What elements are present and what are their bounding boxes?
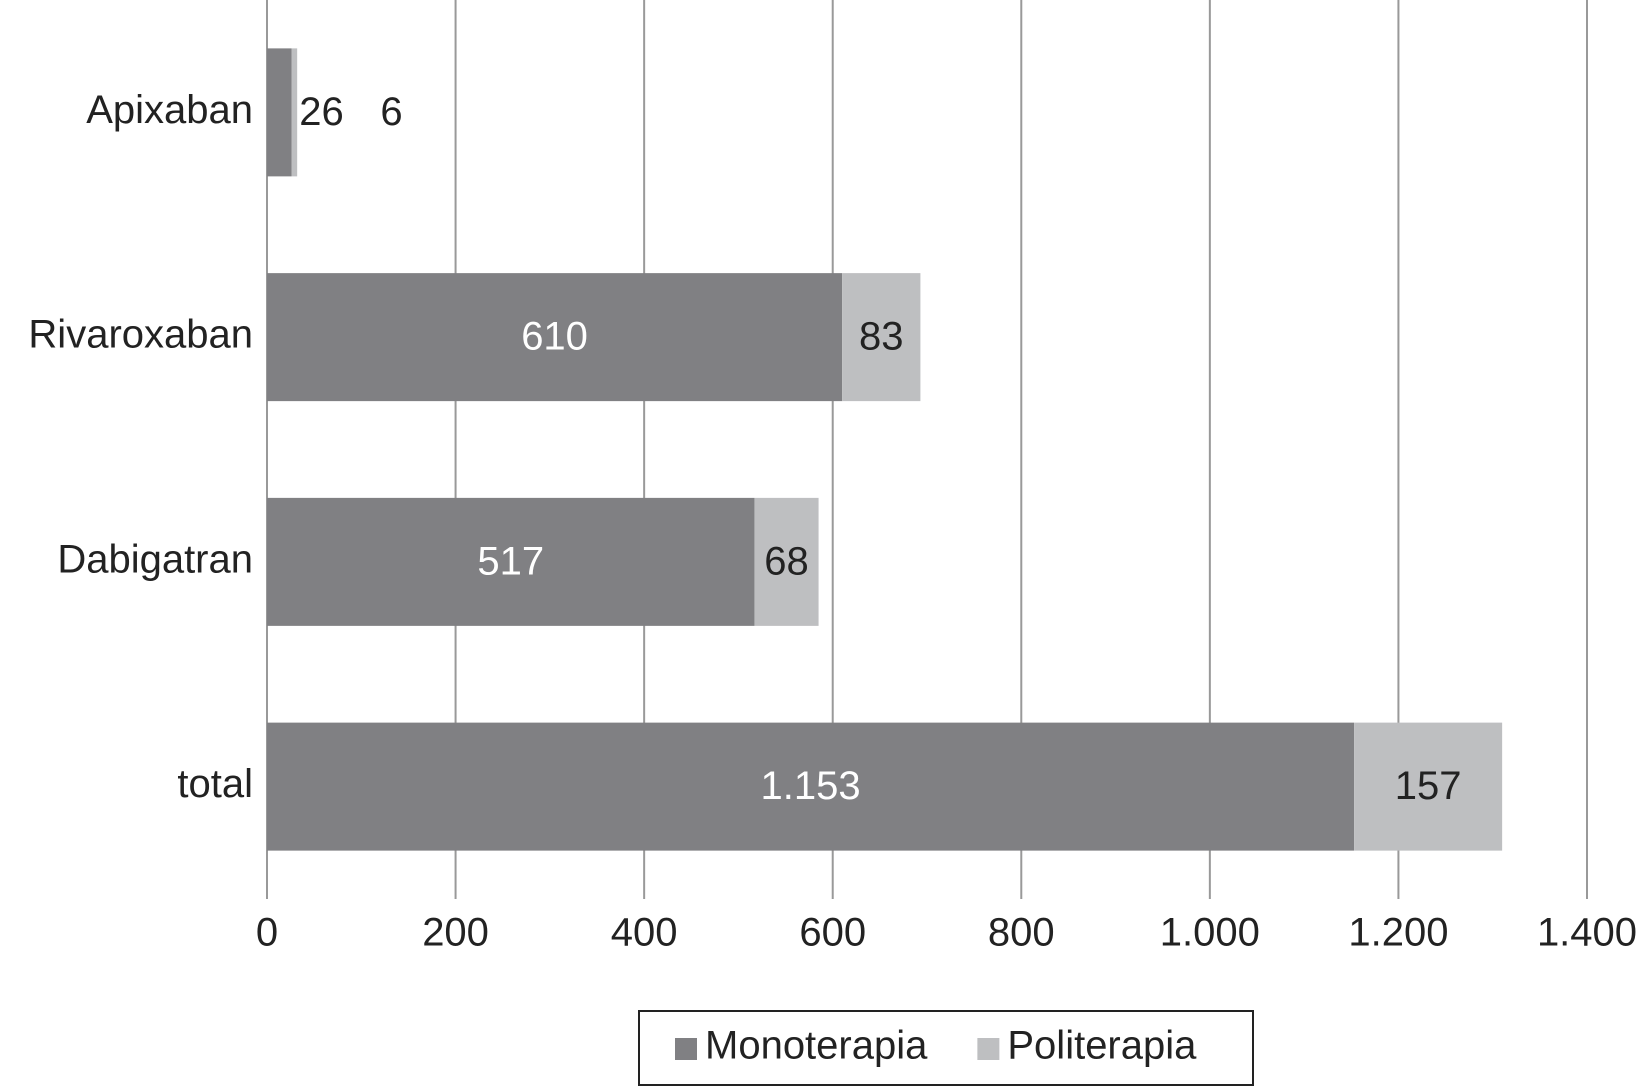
legend-box: [638, 1010, 1254, 1086]
bar-segment: [754, 497, 819, 626]
bar-segment: [267, 48, 292, 177]
bar-segment: [267, 273, 843, 402]
x-tick-label: 600: [799, 911, 866, 955]
bar-segment: [291, 48, 298, 177]
value-label: 68: [764, 539, 809, 583]
x-tick-label: 800: [988, 911, 1055, 955]
y-tick-label: Rivaroxaban: [28, 313, 253, 357]
bar-segment: [842, 273, 921, 402]
x-tick-label: 200: [422, 911, 489, 955]
value-label: 517: [477, 539, 544, 583]
value-label: 83: [859, 315, 904, 359]
y-tick-label: total: [177, 762, 253, 806]
x-tick-label: 1.200: [1348, 911, 1448, 955]
value-label: 157: [1395, 764, 1462, 808]
x-tick-label: 1.400: [1537, 911, 1637, 955]
legend-swatch: [675, 1038, 697, 1060]
legend-swatch: [977, 1038, 1000, 1060]
bar-segment: [267, 497, 755, 626]
value-label: 1.153: [761, 764, 861, 808]
legend-label: Monoterapia: [705, 1024, 928, 1068]
x-tick-label: 1.000: [1160, 911, 1260, 955]
legend-label: Politerapia: [1007, 1024, 1197, 1068]
value-label: 6: [380, 90, 402, 134]
bar-segment: [1354, 722, 1503, 851]
y-tick-label: Apixaban: [86, 88, 253, 132]
bar-segment: [267, 722, 1355, 851]
x-tick-label: 0: [256, 911, 278, 955]
value-label: 26: [299, 90, 344, 134]
x-tick-label: 400: [611, 911, 678, 955]
value-label: 610: [521, 315, 588, 359]
y-tick-label: Dabigatran: [57, 537, 253, 581]
